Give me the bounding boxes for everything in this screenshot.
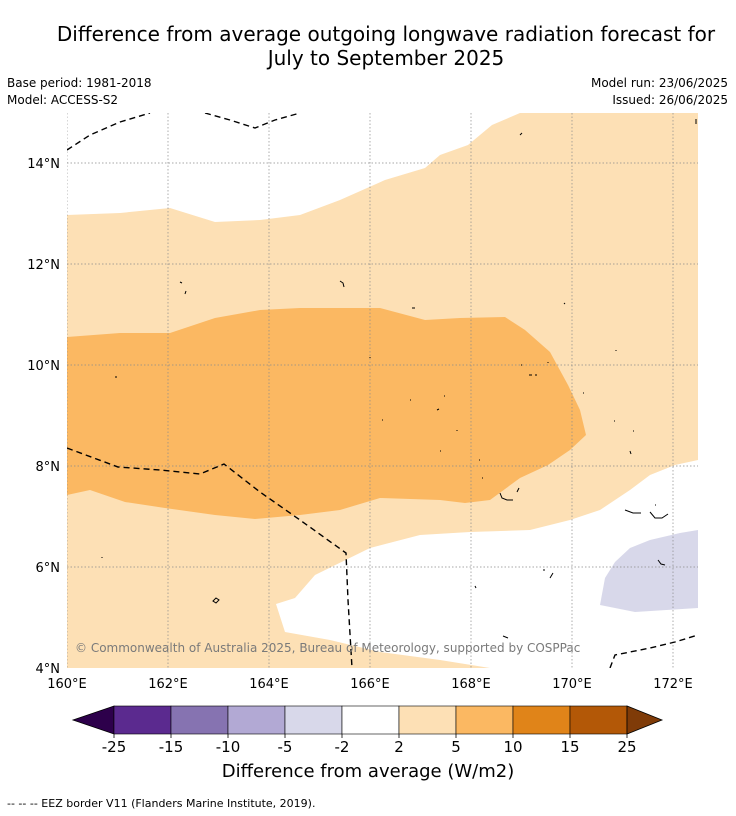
meta-right: Model run: 23/06/2025 Issued: 26/06/2025 bbox=[591, 75, 728, 109]
colorbar-bin bbox=[398, 705, 457, 735]
latitude-labels: 14°N 12°N 10°N 8°N 6°N 4°N bbox=[27, 157, 60, 677]
colorbar: -25 -15 -10 -5 -2 2 5 10 15 25 bbox=[71, 705, 664, 756]
lon-label: 160°E bbox=[47, 677, 87, 692]
colorbar-tick-label: -15 bbox=[159, 738, 184, 756]
lon-label: 162°E bbox=[148, 677, 188, 692]
map-area bbox=[67, 113, 698, 668]
colorbar-tick-label: -25 bbox=[102, 738, 127, 756]
model-name: Model: ACCESS-S2 bbox=[7, 93, 119, 107]
lat-label: 8°N bbox=[36, 460, 61, 475]
colorbar-bin bbox=[170, 705, 229, 735]
colorbar-bin bbox=[455, 705, 514, 735]
model-run: Model run: 23/06/2025 bbox=[590, 76, 728, 90]
colorbar-bin bbox=[341, 705, 400, 735]
issued-date: Issued: 26/06/2025 bbox=[612, 93, 728, 107]
lon-label: 168°E bbox=[451, 677, 491, 692]
lon-label: 172°E bbox=[653, 677, 693, 692]
copyright-credit: © Commonwealth of Australia 2025, Bureau… bbox=[75, 641, 581, 655]
colorbar-bin bbox=[227, 705, 286, 735]
lat-label: 10°N bbox=[27, 359, 60, 374]
eez-borders bbox=[67, 113, 698, 668]
colorbar-tick-label: -10 bbox=[216, 738, 241, 756]
colorbar-extend-high bbox=[626, 705, 664, 735]
lat-label: 6°N bbox=[36, 561, 61, 576]
colorbar-extend-low bbox=[71, 705, 115, 735]
lon-label: 164°E bbox=[249, 677, 289, 692]
colorbar-bin bbox=[569, 705, 628, 735]
colorbar-bin bbox=[113, 705, 172, 735]
base-period: Base period: 1981-2018 bbox=[7, 76, 152, 90]
anomaly-region-neg2-neg5 bbox=[600, 530, 698, 612]
colorbar-tick-label: -5 bbox=[278, 738, 293, 756]
islands bbox=[101, 119, 697, 639]
colorbar-bin bbox=[284, 705, 343, 735]
lat-label: 14°N bbox=[27, 157, 60, 172]
meta-left: Base period: 1981-2018 Model: ACCESS-S2 bbox=[7, 75, 152, 109]
gridlines bbox=[67, 113, 698, 668]
colorbar-bin bbox=[512, 705, 571, 735]
eez-footnote: -- -- -- EEZ border V11 (Flanders Marine… bbox=[7, 797, 316, 810]
colorbar-label: Difference from average (W/m2) bbox=[221, 761, 515, 782]
colorbar-tick-label: 15 bbox=[560, 738, 579, 756]
colorbar-tick-label: 2 bbox=[394, 738, 404, 756]
title-line-1: Difference from average outgoing longwav… bbox=[56, 22, 716, 46]
title-line-2: July to September 2025 bbox=[267, 46, 505, 70]
lon-label: 170°E bbox=[552, 677, 592, 692]
lat-label: 12°N bbox=[27, 258, 60, 273]
colorbar-tick-label: 25 bbox=[617, 738, 636, 756]
lat-label: 4°N bbox=[36, 662, 61, 677]
chart-title: Difference from average outgoing longwav… bbox=[0, 22, 736, 70]
colorbar-tick-label: 10 bbox=[503, 738, 522, 756]
colorbar-tick-label: 5 bbox=[451, 738, 461, 756]
lon-label: 166°E bbox=[350, 677, 390, 692]
longitude-labels: 160°E 162°E 164°E 166°E 168°E 170°E 172°… bbox=[47, 677, 693, 692]
colorbar-tick-label: -2 bbox=[335, 738, 350, 756]
